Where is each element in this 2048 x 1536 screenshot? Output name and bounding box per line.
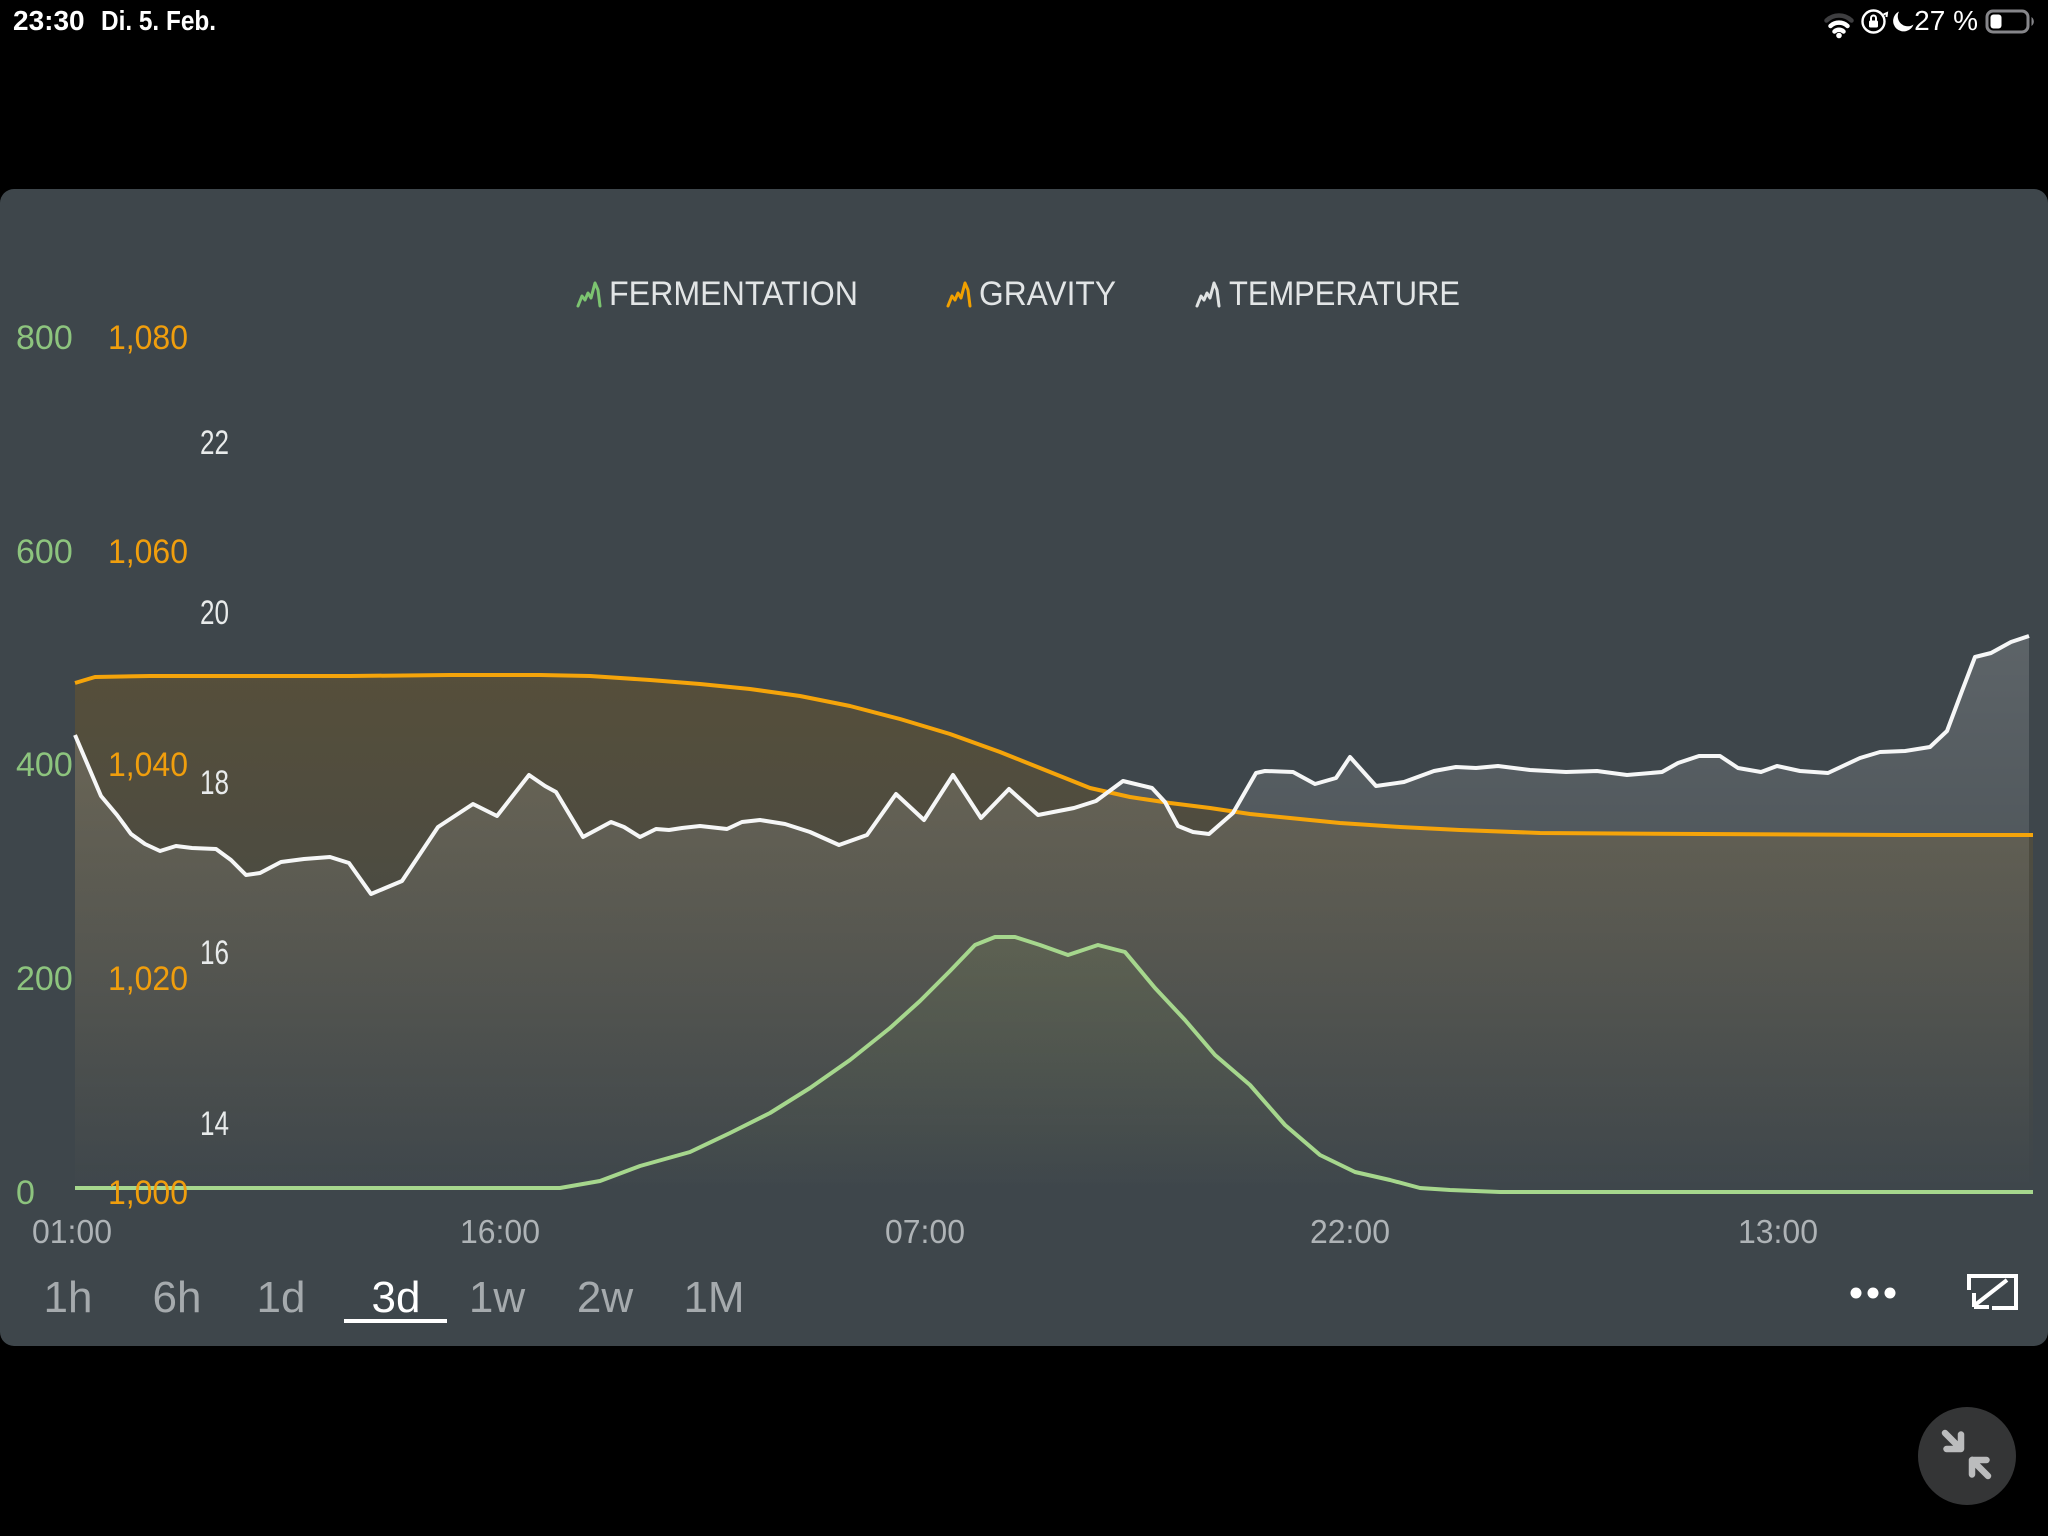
svg-text:GRAVITY: GRAVITY bbox=[979, 275, 1116, 313]
svg-text:18: 18 bbox=[200, 764, 229, 802]
svg-text:1,020: 1,020 bbox=[108, 960, 188, 998]
svg-text:22: 22 bbox=[200, 424, 229, 462]
svg-text:1h: 1h bbox=[44, 1273, 93, 1322]
svg-text:0: 0 bbox=[16, 1174, 35, 1212]
svg-text:6h: 6h bbox=[153, 1273, 202, 1322]
svg-text:13:00: 13:00 bbox=[1738, 1213, 1818, 1250]
svg-text:1M: 1M bbox=[683, 1273, 744, 1322]
svg-text:20: 20 bbox=[200, 594, 229, 632]
svg-text:Di. 5. Feb.: Di. 5. Feb. bbox=[101, 5, 216, 36]
svg-text:23:30: 23:30 bbox=[13, 5, 85, 36]
svg-text:27 %: 27 % bbox=[1914, 5, 1978, 36]
svg-text:22:00: 22:00 bbox=[1310, 1213, 1390, 1250]
svg-text:TEMPERATURE: TEMPERATURE bbox=[1229, 275, 1460, 313]
svg-text:16:00: 16:00 bbox=[460, 1213, 540, 1250]
svg-text:400: 400 bbox=[16, 746, 73, 784]
svg-text:14: 14 bbox=[200, 1105, 229, 1143]
svg-text:1,040: 1,040 bbox=[108, 746, 188, 784]
svg-text:2w: 2w bbox=[577, 1273, 633, 1322]
svg-text:200: 200 bbox=[16, 960, 73, 998]
svg-text:1,060: 1,060 bbox=[108, 533, 188, 571]
svg-text:800: 800 bbox=[16, 319, 73, 357]
svg-text:1w: 1w bbox=[469, 1273, 525, 1322]
svg-text:3d: 3d bbox=[372, 1273, 421, 1322]
svg-text:1,080: 1,080 bbox=[108, 319, 188, 357]
svg-text:FERMENTATION: FERMENTATION bbox=[609, 275, 858, 313]
svg-text:1,000: 1,000 bbox=[108, 1174, 188, 1212]
svg-text:01:00: 01:00 bbox=[32, 1213, 112, 1250]
svg-text:07:00: 07:00 bbox=[885, 1213, 965, 1250]
svg-text:16: 16 bbox=[200, 934, 229, 972]
svg-text:1d: 1d bbox=[257, 1273, 306, 1322]
svg-text:600: 600 bbox=[16, 533, 73, 571]
